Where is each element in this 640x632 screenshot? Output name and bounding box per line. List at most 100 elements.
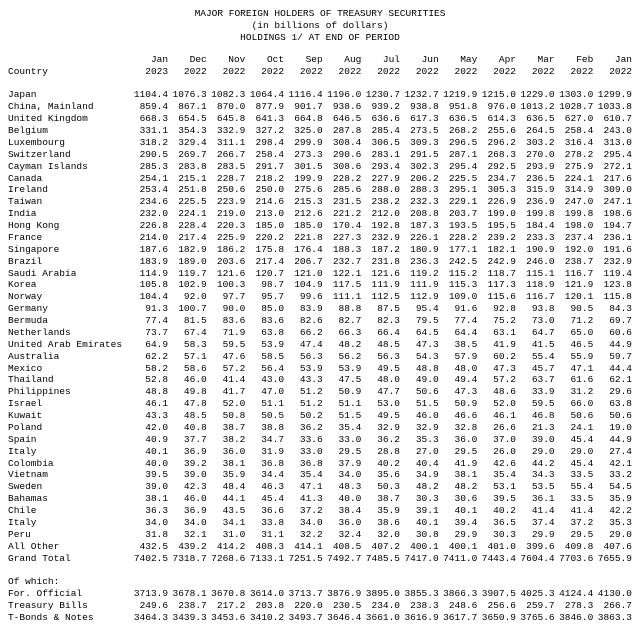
value-cell: 30.3 xyxy=(400,493,439,505)
value-cell: 73.0 xyxy=(516,315,555,327)
value-cell: 40.2 xyxy=(361,458,400,470)
value-cell: 203.6 xyxy=(207,256,246,268)
country-cell: Colombia xyxy=(8,458,129,470)
value-cell: 212.0 xyxy=(361,208,400,220)
value-cell: 90.5 xyxy=(555,303,594,315)
value-cell: 234.7 xyxy=(477,173,516,185)
value-cell: 45.4 xyxy=(555,458,594,470)
value-cell: 295.4 xyxy=(593,149,632,161)
value-cell: 41.4 xyxy=(207,374,246,386)
value-cell: 217.2 xyxy=(207,600,246,612)
country-cell: Cayman Islands xyxy=(8,161,129,173)
value-cell: 119.7 xyxy=(168,268,207,280)
value-cell: 39.4 xyxy=(439,517,478,529)
value-cell: 46.0 xyxy=(168,374,207,386)
value-cell: 27.4 xyxy=(593,446,632,458)
value-cell: 177.1 xyxy=(439,244,478,256)
country-cell: China, Mainland xyxy=(8,101,129,113)
value-cell: 63.1 xyxy=(477,327,516,339)
value-cell: 238.7 xyxy=(555,256,594,268)
value-cell: 42.2 xyxy=(593,505,632,517)
value-cell: 50.5 xyxy=(245,410,284,422)
value-cell: 36.2 xyxy=(361,434,400,446)
value-cell: 859.4 xyxy=(129,101,168,113)
value-cell: 213.0 xyxy=(245,208,284,220)
value-cell: 407.2 xyxy=(361,541,400,553)
value-cell: 47.4 xyxy=(284,339,323,351)
value-cell: 3616.9 xyxy=(400,612,439,624)
value-cell: 36.1 xyxy=(516,493,555,505)
value-cell: 1076.3 xyxy=(168,89,207,101)
value-cell: 48.8 xyxy=(129,386,168,398)
value-cell: 33.6 xyxy=(284,434,323,446)
value-cell: 646.5 xyxy=(323,113,362,125)
value-cell: 301.5 xyxy=(284,161,323,173)
value-cell: 414.1 xyxy=(284,541,323,553)
value-cell: 42.3 xyxy=(168,481,207,493)
value-cell: 7703.6 xyxy=(555,553,594,565)
value-cell: 256.6 xyxy=(477,600,516,612)
value-cell: 55.4 xyxy=(555,481,594,493)
value-cell: 58.2 xyxy=(129,363,168,375)
value-cell: 44.9 xyxy=(593,434,632,446)
value-cell: 48.0 xyxy=(439,363,478,375)
period-header: Aug xyxy=(323,54,362,66)
value-cell: 64.5 xyxy=(400,327,439,339)
value-cell: 1303.0 xyxy=(555,89,594,101)
value-cell: 38.6 xyxy=(361,517,400,529)
table-header: JanDecNovOctSepAugJulJunMayAprMarFebJanC… xyxy=(8,54,632,78)
value-cell: 120.1 xyxy=(555,291,594,303)
value-cell: 47.6 xyxy=(207,351,246,363)
value-cell: 38.1 xyxy=(439,469,478,481)
value-cell: 283.1 xyxy=(361,149,400,161)
value-cell: 49.0 xyxy=(400,374,439,386)
value-cell: 39.1 xyxy=(400,505,439,517)
value-cell: 29.6 xyxy=(593,386,632,398)
value-cell: 38.1 xyxy=(129,493,168,505)
value-cell: 3453.6 xyxy=(207,612,246,624)
value-cell: 225.5 xyxy=(168,196,207,208)
value-cell: 215.3 xyxy=(284,196,323,208)
value-cell: 214.0 xyxy=(129,232,168,244)
value-cell: 195.5 xyxy=(477,220,516,232)
value-cell: 51.5 xyxy=(323,410,362,422)
value-cell: 115.1 xyxy=(516,268,555,280)
value-cell: 39.5 xyxy=(129,469,168,481)
value-cell: 34.0 xyxy=(284,517,323,529)
period-header: 2022 xyxy=(323,66,362,78)
value-cell: 1299.9 xyxy=(593,89,632,101)
value-cell: 58.6 xyxy=(168,363,207,375)
value-cell: 122.1 xyxy=(323,268,362,280)
value-cell: 212.6 xyxy=(284,208,323,220)
value-cell: 54.3 xyxy=(400,351,439,363)
value-cell: 432.5 xyxy=(129,541,168,553)
value-cell: 61.6 xyxy=(555,374,594,386)
value-cell: 50.6 xyxy=(400,386,439,398)
value-cell: 32.4 xyxy=(323,529,362,541)
value-cell: 26.0 xyxy=(477,446,516,458)
value-cell: 49.5 xyxy=(361,410,400,422)
value-cell: 50.6 xyxy=(555,410,594,422)
value-cell: 270.0 xyxy=(516,149,555,161)
period-header: Jan xyxy=(129,54,168,66)
value-cell: 40.1 xyxy=(439,505,478,517)
value-cell: 52.8 xyxy=(129,374,168,386)
value-cell: 60.6 xyxy=(593,327,632,339)
value-cell: 285.3 xyxy=(129,161,168,173)
value-cell: 664.8 xyxy=(284,113,323,125)
value-cell: 29.0 xyxy=(516,446,555,458)
period-header: 2022 xyxy=(477,66,516,78)
value-cell: 28.8 xyxy=(361,446,400,458)
value-cell: 4025.3 xyxy=(516,588,555,600)
value-cell: 1082.3 xyxy=(207,89,246,101)
value-cell: 264.5 xyxy=(516,125,555,137)
period-header: Jun xyxy=(400,54,439,66)
value-cell: 400.1 xyxy=(439,541,478,553)
value-cell: 254.1 xyxy=(129,173,168,185)
value-cell: 36.6 xyxy=(245,505,284,517)
value-cell: 226.1 xyxy=(400,232,439,244)
value-cell: 49.5 xyxy=(361,363,400,375)
period-header: 2022 xyxy=(555,66,594,78)
value-cell: 309.3 xyxy=(400,137,439,149)
value-cell: 299.9 xyxy=(284,137,323,149)
